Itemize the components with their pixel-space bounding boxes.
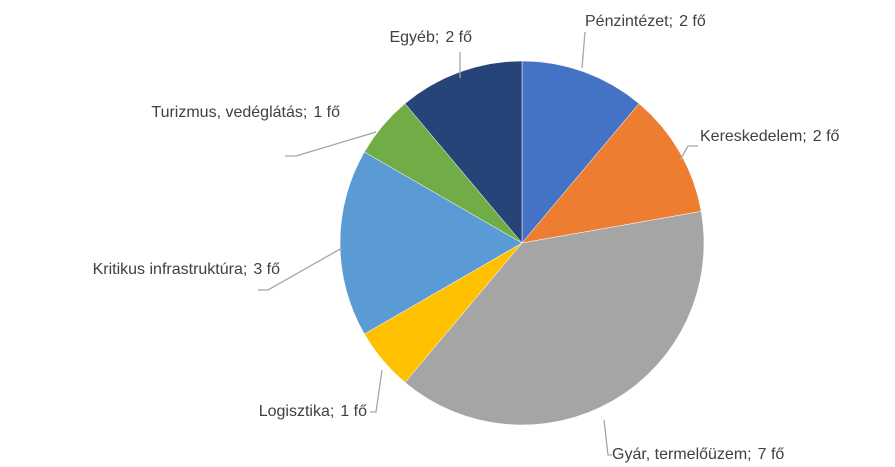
category-name: Kritikus infrastruktúra [93,261,243,278]
separator: ; [747,446,751,463]
category-name: Logisztika [259,403,330,420]
pie-slice [521,103,702,244]
category-name: Egyéb [389,29,434,46]
leader-line [285,131,377,157]
pie-slice [521,60,640,244]
data-label: Logisztika; 1 fő [259,403,367,420]
pie-slice [339,151,523,335]
separator: ; [303,104,307,121]
pie-slice [404,211,705,426]
value-label: 2 fő [813,128,840,145]
leader-line [258,247,343,291]
category-name: Kereskedelem [700,128,802,145]
value-label: 2 fő [679,13,706,30]
category-name: Turizmus, vedéglátás [151,104,302,121]
leader-line [581,31,586,69]
leader-line [370,369,383,413]
leader-line [603,419,612,456]
value-label: 7 fő [758,446,785,463]
data-label: Gyár, termelőüzem; 7 fő [612,446,784,463]
separator: ; [669,13,673,30]
leader-line [679,145,698,161]
separator: ; [243,261,247,278]
data-label: Kritikus infrastruktúra; 3 fő [93,261,281,278]
data-label: Egyéb; 2 fő [389,29,472,46]
value-label: 1 fő [340,403,367,420]
data-label: Pénzintézet; 2 fő [585,13,706,30]
separator: ; [435,29,439,46]
value-label: 1 fő [313,104,340,121]
separator: ; [802,128,806,145]
category-name: Pénzintézet [585,13,669,30]
separator: ; [330,403,334,420]
value-label: 3 fő [253,261,280,278]
category-name: Gyár, termelőüzem [612,446,747,463]
data-label: Kereskedelem; 2 fő [700,128,840,145]
value-label: 2 fő [445,29,472,46]
data-label: Turizmus, vedéglátás; 1 fő [151,104,340,121]
